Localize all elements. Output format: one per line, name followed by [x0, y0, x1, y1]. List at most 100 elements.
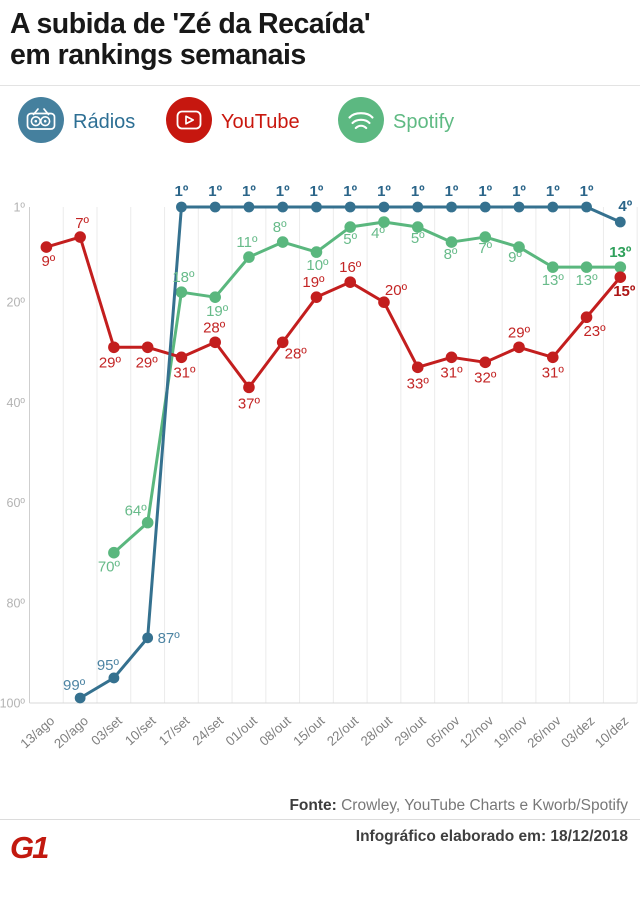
- x-tick-label: 26/nov: [524, 713, 564, 751]
- x-tick-label: 19/nov: [491, 713, 531, 751]
- data-label: 1º: [175, 183, 189, 200]
- data-label: 1º: [445, 183, 459, 200]
- data-point: [209, 291, 221, 303]
- data-point: [176, 286, 188, 298]
- data-label: 33º: [407, 375, 430, 392]
- spotify-icon: [338, 97, 384, 148]
- data-point: [74, 231, 86, 243]
- data-label: 28º: [203, 319, 226, 336]
- data-label: 8º: [273, 219, 287, 236]
- rankings-line-chart: 1º20º40º60º80º100º13/ago20/ago03/set10/s…: [0, 180, 640, 780]
- data-point: [615, 261, 627, 273]
- data-label: 19º: [302, 274, 325, 291]
- data-label: 16º: [339, 259, 362, 276]
- data-point: [446, 352, 458, 364]
- data-point: [75, 693, 86, 704]
- data-label: 5º: [343, 231, 357, 248]
- data-label: 1º: [377, 183, 391, 200]
- data-label: 99º: [63, 677, 86, 694]
- x-tick-label: 24/set: [189, 713, 226, 748]
- data-point: [311, 202, 322, 213]
- data-point: [446, 202, 457, 213]
- legend-label-spotify: Spotify: [393, 111, 454, 134]
- data-label: 5º: [411, 230, 425, 247]
- data-point: [581, 311, 593, 323]
- x-tick-label: 17/set: [156, 713, 193, 748]
- x-tick-label: 03/set: [88, 713, 125, 748]
- data-point: [581, 202, 592, 213]
- legend-label-radios: Rádios: [73, 111, 135, 134]
- data-point: [547, 202, 558, 213]
- x-tick-label: 29/out: [391, 713, 429, 749]
- header: A subida de 'Zé da Recaída' em rankings …: [0, 0, 640, 86]
- data-label: 31º: [542, 364, 565, 381]
- data-label: 1º: [208, 183, 222, 200]
- data-point: [210, 202, 221, 213]
- data-point: [209, 336, 221, 348]
- x-tick-label: 20/ago: [51, 713, 91, 751]
- data-point: [108, 547, 120, 559]
- data-point: [513, 341, 525, 353]
- x-tick-label: 22/out: [324, 713, 362, 749]
- y-tick-label: 1º: [13, 201, 25, 215]
- data-label: 28º: [285, 345, 308, 362]
- data-point: [480, 202, 491, 213]
- y-tick-label: 80º: [7, 596, 26, 610]
- data-label: 9º: [508, 249, 522, 266]
- data-label: 1º: [242, 183, 256, 200]
- data-label: 32º: [474, 369, 497, 386]
- data-label: 1º: [478, 183, 492, 200]
- data-label: 7º: [75, 215, 89, 232]
- data-label: 15º: [613, 283, 636, 300]
- data-label: 1º: [546, 183, 560, 200]
- source-text: Crowley, YouTube Charts e Kworb/Spotify: [337, 797, 628, 814]
- data-label: 13º: [542, 272, 565, 289]
- data-label: 70º: [98, 559, 121, 576]
- x-tick-label: 13/ago: [17, 713, 57, 751]
- data-point: [344, 276, 356, 288]
- data-point: [142, 341, 154, 353]
- page-title: A subida de 'Zé da Recaída' em rankings …: [10, 9, 370, 71]
- source-note: Fonte: Crowley, YouTube Charts e Kworb/S…: [289, 797, 628, 815]
- data-label: 29º: [99, 354, 122, 371]
- data-point: [479, 357, 491, 369]
- infographic-date: Infográfico elaborado em: 18/12/2018: [356, 828, 628, 846]
- data-point: [615, 217, 626, 228]
- data-point: [277, 202, 288, 213]
- y-tick-label: 20º: [7, 296, 26, 310]
- data-label: 23º: [583, 323, 606, 340]
- title-line-2: em rankings semanais: [10, 40, 370, 71]
- data-label: 64º: [125, 503, 148, 520]
- legend-item-youtube: YouTube: [166, 98, 300, 146]
- data-point: [142, 632, 153, 643]
- data-label: 13º: [575, 272, 598, 289]
- data-label: 7º: [478, 240, 492, 257]
- x-tick-label: 03/dez: [558, 713, 597, 751]
- data-point: [244, 202, 255, 213]
- x-tick-label: 08/out: [256, 713, 294, 749]
- y-tick-label: 60º: [7, 496, 26, 510]
- data-point: [108, 341, 120, 353]
- data-label: 4º: [618, 198, 632, 215]
- legend-label-youtube: YouTube: [221, 111, 300, 134]
- data-point: [379, 202, 390, 213]
- data-point: [412, 362, 424, 374]
- data-label: 31º: [173, 364, 196, 381]
- data-label: 20º: [385, 282, 408, 299]
- footer-divider: [0, 819, 640, 820]
- data-label: 37º: [238, 395, 261, 412]
- data-label: 1º: [310, 183, 324, 200]
- data-label: 1º: [276, 183, 290, 200]
- data-label: 8º: [444, 246, 458, 263]
- youtube-icon: [166, 97, 212, 148]
- data-point: [412, 202, 423, 213]
- data-point: [109, 673, 120, 684]
- data-point: [547, 352, 559, 364]
- data-label: 19º: [206, 303, 229, 320]
- data-point: [41, 241, 53, 253]
- data-label: 1º: [343, 183, 357, 200]
- x-tick-label: 10/dez: [592, 713, 631, 751]
- data-point: [615, 271, 627, 283]
- x-tick-label: 01/out: [223, 713, 261, 749]
- data-label: 11º: [236, 234, 258, 251]
